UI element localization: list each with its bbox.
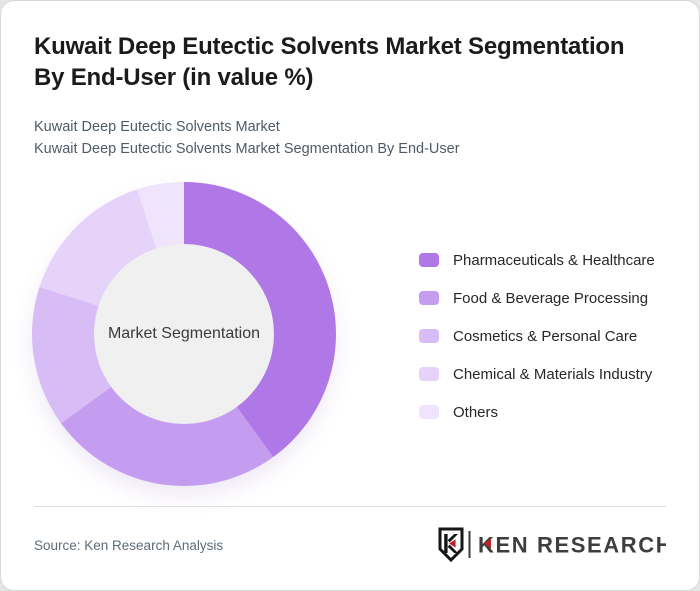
wordmark-red-triangle [484, 538, 491, 549]
legend-item: Chemical & Materials Industry [419, 355, 655, 393]
ken-research-logo: KEN RESEARCH [438, 527, 666, 563]
chart-subtitle-line2: Kuwait Deep Eutectic Solvents Market Seg… [34, 141, 460, 157]
legend-item: Cosmetics & Personal Care [419, 317, 655, 355]
legend-swatch [419, 329, 439, 343]
logo-separator [468, 531, 471, 558]
donut-hole: Market Segmentation [94, 244, 274, 424]
donut-chart: Market Segmentation [32, 182, 336, 486]
logo-wordmark: KEN RESEARCH [478, 533, 666, 558]
legend-label: Chemical & Materials Industry [453, 365, 653, 383]
legend-swatch [419, 253, 439, 267]
legend-label: Others [453, 403, 499, 421]
ken-shield-icon [438, 527, 464, 563]
footer-divider [34, 506, 666, 507]
shield-red-triangle [449, 539, 456, 548]
legend-label: Pharmaceuticals & Healthcare [453, 251, 655, 269]
legend-item: Others [419, 393, 655, 431]
chart-title-line2: By End-User (in value %) [34, 64, 314, 91]
source-note: Source: Ken Research Analysis [34, 537, 224, 553]
legend-swatch [419, 291, 439, 305]
footer: Source: Ken Research Analysis KEN RESEAR… [34, 525, 666, 565]
chart-subtitle: Kuwait Deep Eutectic Solvents Market Kuw… [34, 116, 674, 160]
legend-swatch [419, 405, 439, 419]
legend-label: Food & Beverage Processing [453, 289, 649, 307]
legend-item: Food & Beverage Processing [419, 279, 655, 317]
ken-research-logo-svg: KEN RESEARCH [438, 527, 666, 563]
legend-swatch [419, 367, 439, 381]
donut-center-label: Market Segmentation [107, 325, 261, 342]
legend-item: Pharmaceuticals & Healthcare [419, 241, 655, 279]
chart-subtitle-line1: Kuwait Deep Eutectic Solvents Market [34, 119, 280, 135]
legend-label: Cosmetics & Personal Care [453, 327, 638, 345]
legend: Pharmaceuticals & Healthcare Food & Beve… [419, 241, 655, 431]
chart-title: Kuwait Deep Eutectic Solvents Market Seg… [34, 31, 674, 93]
chart-title-line1: Kuwait Deep Eutectic Solvents Market Seg… [34, 33, 625, 60]
